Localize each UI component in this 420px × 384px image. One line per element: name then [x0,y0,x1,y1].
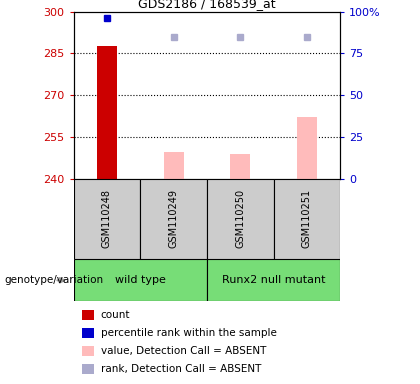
Bar [207,179,273,259]
Bar [230,154,250,179]
Bar [207,259,340,301]
Text: value, Detection Call = ABSENT: value, Detection Call = ABSENT [101,346,266,356]
Title: GDS2186 / 168539_at: GDS2186 / 168539_at [138,0,276,10]
Text: GSM110250: GSM110250 [235,189,245,248]
Text: percentile rank within the sample: percentile rank within the sample [101,328,277,338]
Text: count: count [101,310,130,320]
Bar [273,179,340,259]
Bar [297,118,317,179]
Bar [74,259,207,301]
Bar [74,179,140,259]
Text: Runx2 null mutant: Runx2 null mutant [222,275,325,285]
Bar [97,46,117,179]
Bar [140,179,207,259]
Text: wild type: wild type [115,275,165,285]
Text: GSM110251: GSM110251 [302,189,312,248]
Text: genotype/variation: genotype/variation [4,275,103,285]
Text: GSM110249: GSM110249 [168,189,178,248]
Text: rank, Detection Call = ABSENT: rank, Detection Call = ABSENT [101,364,261,374]
Text: GSM110248: GSM110248 [102,189,112,248]
Bar [163,152,184,179]
